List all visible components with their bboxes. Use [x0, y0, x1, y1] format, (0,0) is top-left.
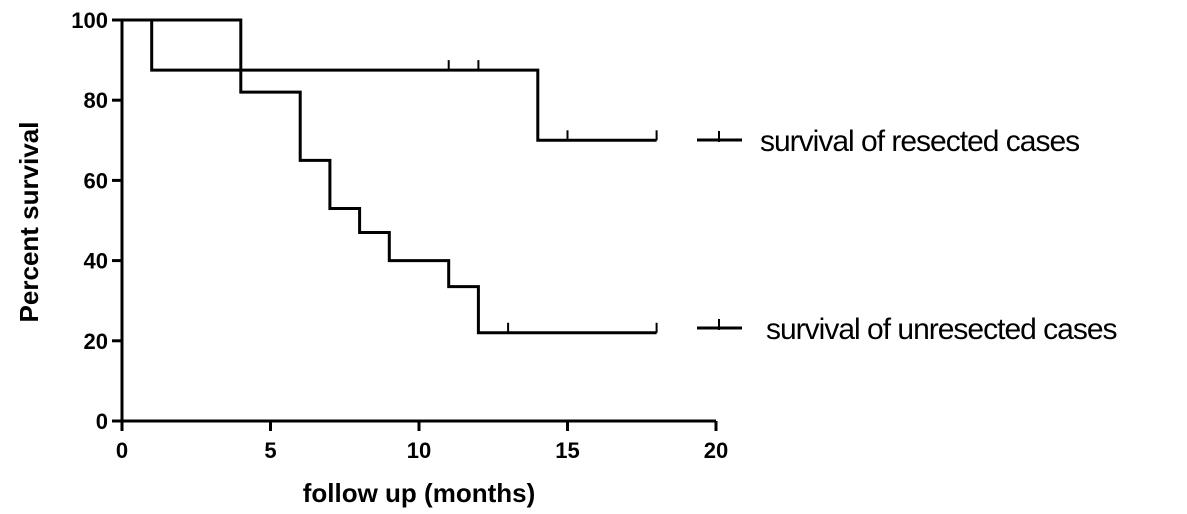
y-tick-label: 100 — [71, 8, 108, 33]
legend-label: survival of resected cases — [760, 125, 1079, 158]
x-tick-label: 10 — [407, 438, 431, 463]
x-tick-label: 5 — [264, 438, 276, 463]
legend-label: survival of unresected cases — [766, 313, 1117, 346]
y-tick-label: 60 — [84, 168, 108, 193]
y-axis: 0 20 40 60 80 100 — [71, 8, 124, 434]
x-axis-title: follow up (months) — [303, 478, 536, 508]
x-ticks: 0 5 10 15 20 — [116, 421, 728, 463]
y-tick-label: 80 — [84, 88, 108, 113]
x-tick-label: 15 — [555, 438, 579, 463]
y-axis-title: Percent survival — [14, 122, 44, 323]
y-tick-label: 0 — [96, 409, 108, 434]
series-line-1 — [122, 18, 657, 142]
y-tick-label: 20 — [84, 329, 108, 354]
legend: survival of resected cases survival of un… — [697, 125, 1118, 346]
y-ticks: 0 20 40 60 80 100 — [71, 8, 122, 434]
x-axis: 0 5 10 15 20 — [116, 419, 728, 463]
series-line-2 — [122, 18, 657, 335]
x-tick-label: 20 — [704, 438, 728, 463]
y-tick-label: 40 — [84, 249, 108, 274]
x-tick-label: 0 — [116, 438, 128, 463]
series-layer — [122, 18, 658, 335]
